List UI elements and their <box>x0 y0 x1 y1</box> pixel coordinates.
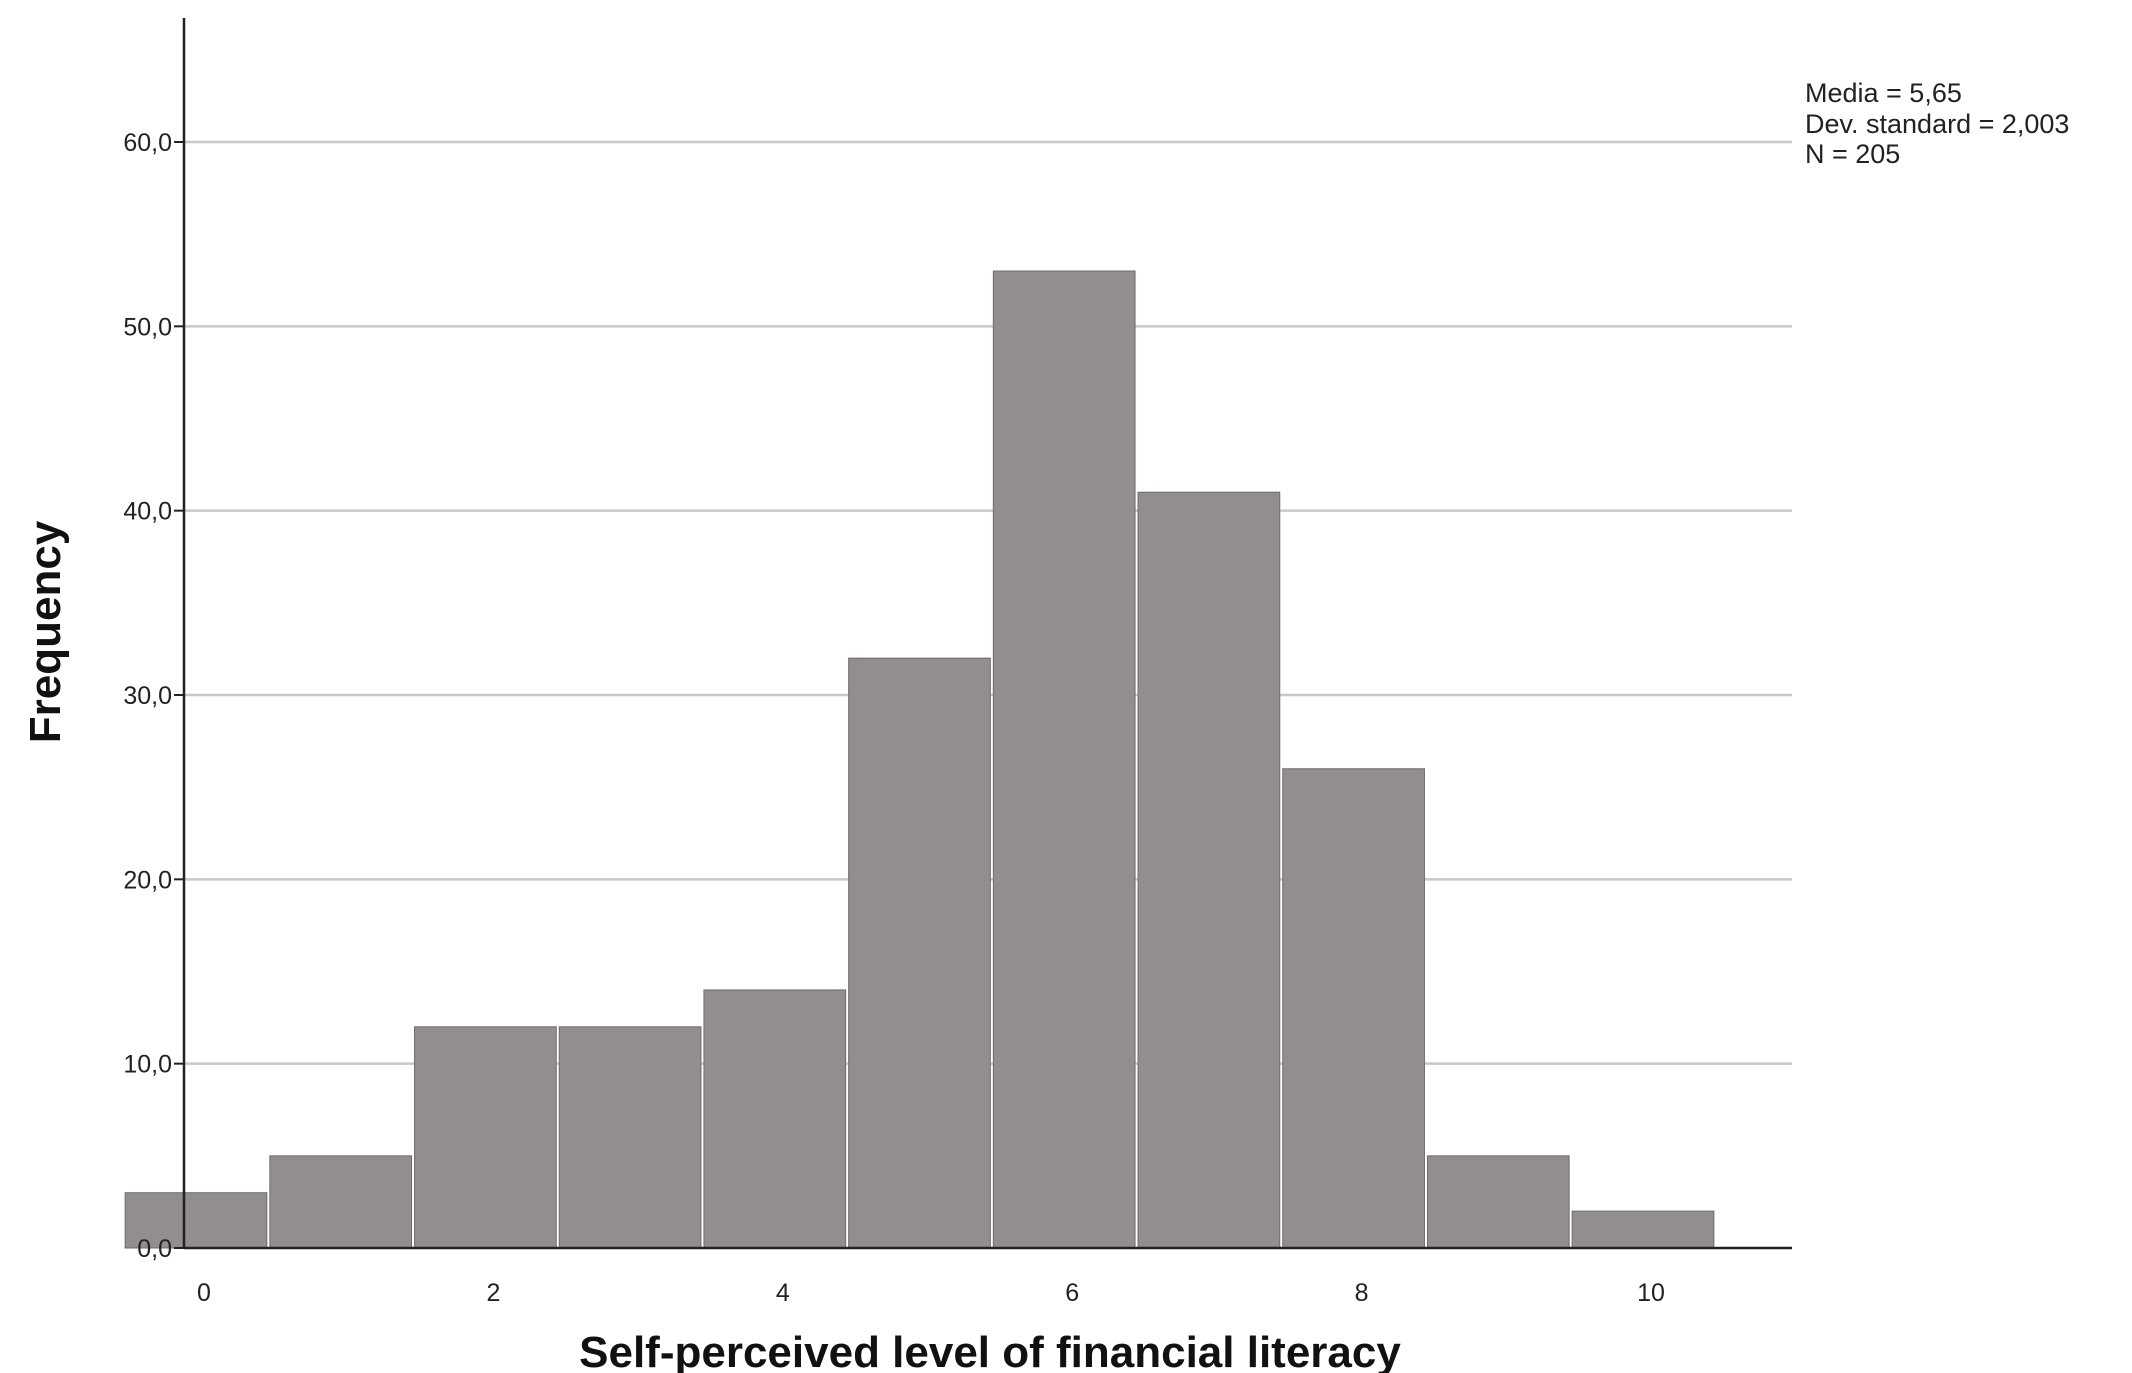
stats-mean: Media = 5,65 <box>1805 78 1962 108</box>
axes <box>182 18 1792 1250</box>
y-tick-label: 30,0 <box>123 682 172 710</box>
x-tick-labels: 0 2 4 6 8 10 <box>197 1279 1665 1307</box>
histogram-bar <box>992 270 1136 1249</box>
histogram-bar <box>1282 768 1425 1249</box>
histogram-bar <box>269 1155 413 1249</box>
x-tick-label: 0 <box>197 1279 211 1307</box>
stats-n: N = 205 <box>1805 139 1900 169</box>
histogram-bar <box>848 657 991 1249</box>
y-tick-labels: 0,0 10,0 20,0 30,0 40,0 50,0 60,0 <box>123 129 184 1263</box>
histogram-bar <box>1137 491 1281 1249</box>
histogram-bar <box>558 1026 702 1249</box>
histogram-bar <box>414 1026 557 1249</box>
x-tick-label: 6 <box>1065 1279 1079 1307</box>
y-tick-label: 50,0 <box>123 313 172 341</box>
x-tick-label: 2 <box>486 1279 500 1307</box>
y-tick-label: 60,0 <box>123 129 172 157</box>
x-tick-label: 8 <box>1355 1279 1369 1307</box>
x-tick-label: 10 <box>1637 1279 1665 1307</box>
histogram-bar <box>1571 1210 1715 1249</box>
x-axis-title: Self-perceived level of financial litera… <box>579 1328 1401 1373</box>
stats-annotation: Media = 5,65 Dev. standard = 2,003 N = 2… <box>1805 78 2069 169</box>
y-tick-label: 0,0 <box>137 1235 172 1263</box>
histogram-bar <box>1426 1155 1570 1249</box>
y-axis-title: Frequency <box>21 520 70 743</box>
stats-std-dev: Dev. standard = 2,003 <box>1805 109 2069 139</box>
y-tick-label: 40,0 <box>123 498 172 526</box>
x-tick-label: 4 <box>776 1279 790 1307</box>
bars <box>124 270 1715 1249</box>
histogram-bar <box>703 989 847 1249</box>
y-tick-label: 20,0 <box>123 866 172 894</box>
y-tick-label: 10,0 <box>123 1051 172 1079</box>
